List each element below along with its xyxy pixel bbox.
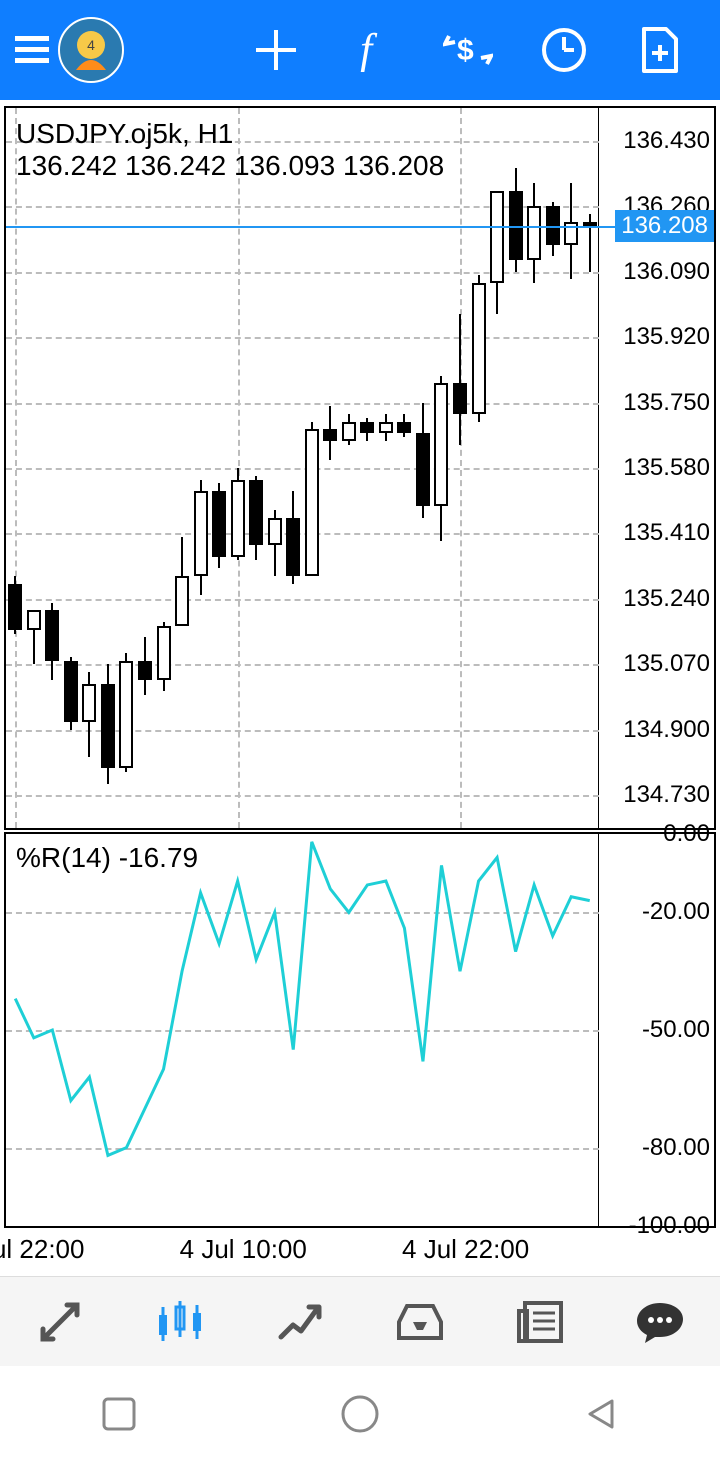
menu-button[interactable] xyxy=(12,36,52,64)
tab-quotes[interactable] xyxy=(31,1293,89,1351)
tab-messages[interactable] xyxy=(631,1293,689,1351)
plus-icon xyxy=(254,28,298,72)
svg-text:$: $ xyxy=(457,34,474,67)
tab-trade[interactable] xyxy=(271,1293,329,1351)
price-chart[interactable]: 136.430136.260136.090135.920135.750135.5… xyxy=(4,106,716,830)
tab-charts[interactable] xyxy=(151,1293,209,1351)
x-tick-label: 4 Jul 10:00 xyxy=(180,1234,307,1265)
hamburger-icon xyxy=(15,36,49,64)
indicator-y-tick: 0.00 xyxy=(663,820,710,848)
indicator-y-tick: -80.00 xyxy=(642,1134,710,1162)
indicator-y-axis: 0.00-20.00-50.00-80.00-100.00 xyxy=(597,834,714,1226)
y-tick-label: 136.090 xyxy=(623,258,710,286)
indicator-panel[interactable]: 0.00-20.00-50.00-80.00-100.00 %R(14) -16… xyxy=(4,832,716,1228)
indicators-button[interactable]: f xyxy=(342,20,402,80)
triangle-back-icon xyxy=(582,1395,620,1433)
top-toolbar: 4 f $ xyxy=(0,0,720,100)
trend-icon xyxy=(275,1297,325,1347)
indicator-y-tick: -50.00 xyxy=(642,1016,710,1044)
svg-text:f: f xyxy=(360,28,378,72)
tab-news[interactable] xyxy=(511,1293,569,1351)
chart-ohlc-values: 136.242 136.242 136.093 136.208 xyxy=(16,150,444,182)
file-plus-icon xyxy=(638,25,682,75)
candles-icon xyxy=(153,1297,207,1347)
system-nav-bar xyxy=(0,1366,720,1462)
y-tick-label: 134.900 xyxy=(623,716,710,744)
current-price-line xyxy=(6,226,714,228)
trade-dollar-icon: $ xyxy=(443,28,493,72)
chart-x-axis: 1 Jul 22:00 4 Jul 10:00 4 Jul 22:00 xyxy=(0,1228,720,1276)
clock-icon xyxy=(541,27,587,73)
nav-back[interactable] xyxy=(582,1395,620,1433)
y-tick-label: 136.430 xyxy=(623,127,710,155)
crosshair-button[interactable] xyxy=(246,20,306,80)
timeframe-button[interactable] xyxy=(534,20,594,80)
y-tick-label: 134.730 xyxy=(623,781,710,809)
indicator-line xyxy=(6,834,599,1226)
x-tick-label: 1 Jul 22:00 xyxy=(0,1234,84,1265)
square-icon xyxy=(100,1395,138,1433)
nav-home[interactable] xyxy=(339,1393,381,1435)
svg-text:4: 4 xyxy=(87,37,95,53)
y-tick-label: 135.240 xyxy=(623,585,710,613)
y-tick-label: 135.920 xyxy=(623,323,710,351)
news-icon xyxy=(515,1299,565,1345)
indicator-plot-area xyxy=(6,834,599,1226)
y-tick-label: 135.580 xyxy=(623,454,710,482)
inbox-icon xyxy=(395,1300,445,1344)
chat-icon xyxy=(633,1299,687,1345)
indicator-title: %R(14) -16.79 xyxy=(16,842,198,874)
circle-icon xyxy=(339,1393,381,1435)
arrows-icon xyxy=(35,1297,85,1347)
tab-history[interactable] xyxy=(391,1293,449,1351)
y-tick-label: 135.070 xyxy=(623,650,710,678)
chart-symbol-title: USDJPY.oj5k, H1 xyxy=(16,118,233,150)
nav-recent[interactable] xyxy=(100,1395,138,1433)
current-price-badge: 136.208 xyxy=(615,210,714,242)
new-chart-button[interactable] xyxy=(630,20,690,80)
app-logo-icon: 4 xyxy=(56,15,126,85)
y-tick-label: 135.750 xyxy=(623,389,710,417)
function-icon: f xyxy=(350,28,394,72)
y-tick-label: 135.410 xyxy=(623,519,710,547)
x-tick-label: 4 Jul 22:00 xyxy=(402,1234,529,1265)
bottom-tab-bar xyxy=(0,1276,720,1366)
indicator-y-tick: -20.00 xyxy=(642,898,710,926)
new-order-button[interactable]: $ xyxy=(438,20,498,80)
chart-plot-area xyxy=(6,108,599,828)
